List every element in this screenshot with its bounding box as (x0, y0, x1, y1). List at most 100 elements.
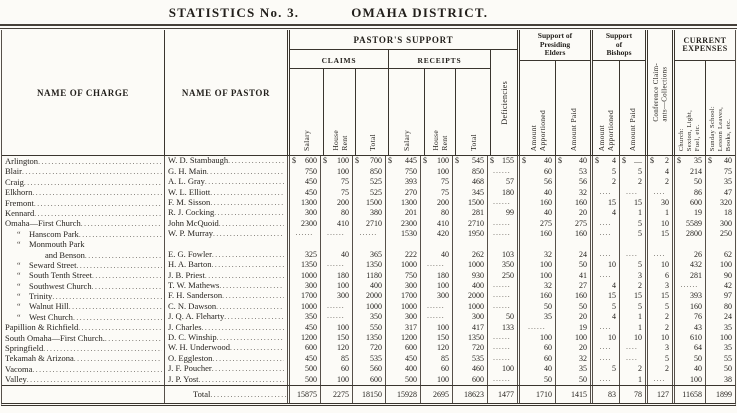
cell-bishops-paid: 1 (619, 374, 645, 385)
cell-value: 100 (437, 156, 449, 166)
cell-sunday-school: 42 (705, 280, 735, 292)
cell-claims-total: 350 (352, 311, 385, 323)
cell-church-expenses: 50 (672, 353, 705, 364)
dollar-sign: $ (490, 156, 494, 166)
cell-claims-salary: 600 (287, 343, 320, 354)
cell-elders-paid: 19 (555, 322, 590, 333)
cell-sunday-school: 320 (705, 197, 735, 208)
cell-claims-total: 850 (352, 166, 385, 177)
cell-elders-apportioned: 50 (517, 301, 555, 312)
cell-elders-paid: 160 (555, 197, 590, 208)
cell-bishops-paid: 2 (619, 363, 645, 375)
charge-name: South Tenth Street (29, 270, 92, 281)
pastor-name: J. B. Priest (168, 270, 205, 280)
cell-receipts-salary: 400 (385, 363, 420, 375)
cell-church-expenses: 19 (672, 207, 705, 219)
cell-claims-house-rent: ...... (320, 228, 352, 240)
cell-receipts-house-rent: 410 (420, 218, 452, 229)
cell-receipts-salary: 201 (385, 207, 420, 219)
cell-claims-total: 525 (352, 187, 385, 198)
cell-charge: Tekamah & Arizona (2, 353, 164, 363)
cell-claims-salary: 300 (287, 207, 320, 219)
cell-sunday-school: 97 (705, 291, 735, 302)
table-row: Papillion & RichfieldJ. Charles450100550… (2, 322, 735, 333)
cell-sunday-school: 80 (705, 301, 735, 312)
charge-name: Trinity (29, 291, 53, 302)
cell-pastor: W. D. Stambaugh (164, 156, 287, 167)
charge-name: Valley (5, 374, 27, 385)
cell-deficiencies: 50 (487, 311, 517, 323)
cell-value: 35 (694, 156, 702, 166)
cell-church-expenses: 160 (672, 301, 705, 312)
cell-elders-apportioned: 160 (517, 228, 555, 240)
cell-sunday-school: 38 (705, 374, 735, 385)
cell-claims-salary: 350 (287, 311, 320, 323)
charge-name: Southwest Church (29, 280, 92, 291)
cell-value: 40 (544, 156, 552, 166)
cell-receipts-salary: 222 (385, 239, 420, 260)
dollar-sign: $ (423, 156, 427, 166)
cell-value: 100 (337, 156, 349, 166)
cell-elders-apportioned: 275 (517, 218, 555, 229)
cell-elders-paid: 32 (555, 353, 590, 364)
table-row: FremontF. M. Sisson130020015001300200150… (2, 197, 735, 208)
cell-elders-paid: 56 (555, 176, 590, 188)
cell-claims-house-rent: 2275 (320, 385, 352, 403)
cell-deficiencies: ...... (487, 166, 517, 177)
header-claims-total: Total (355, 69, 388, 155)
cell-elders-apportioned: 32 (517, 280, 555, 292)
cell-pastor: W. H. Underwood (164, 343, 287, 354)
cell-deficiencies: 99 (487, 207, 517, 219)
cell-sunday-school: 35 (705, 176, 735, 188)
cell-receipts-total: $545 (452, 156, 487, 167)
cell-receipts-house-rent: 120 (420, 343, 452, 354)
cell-claims-total: 2710 (352, 218, 385, 229)
cell-deficiencies: $155 (487, 156, 517, 167)
cell-claims-salary: 300 (287, 280, 320, 292)
cell-pastor: John McQuoid (164, 218, 287, 229)
cell-bishops-apportioned: 10 (590, 259, 619, 271)
charge-name: Papillion & Richfield (5, 322, 79, 333)
cell-deficiencies: 350 (487, 259, 517, 271)
cell-deficiencies: 250 (487, 270, 517, 281)
cell-bishops-apportioned: .... (590, 187, 619, 198)
cell-bishops-apportioned: 83 (590, 385, 619, 403)
header-claims-house-rent: House Rent (323, 69, 355, 155)
pastor-name: John McQuoid (168, 218, 219, 228)
cell-pastor: O. Eggleston (164, 353, 287, 364)
header-bishops: Support of Bishops (593, 30, 645, 61)
pastor-name: W. L. Elliott (168, 187, 211, 197)
cell-elders-paid: 160 (555, 228, 590, 240)
header-group-claims: CLAIMS Salary House Rent Total (290, 50, 388, 155)
cell-sunday-school: 18 (705, 207, 735, 219)
cell-conference-collections: 127 (645, 385, 672, 403)
cell-receipts-house-rent: 100 (420, 322, 452, 333)
cell-conference-collections: 2 (645, 322, 672, 333)
cell-bishops-paid: .... (619, 343, 645, 354)
pastor-name: W. D. Stambaugh (168, 156, 229, 166)
cell-claims-total: 720 (352, 343, 385, 354)
page-title: STATISTICS No. 3. OMAHA DISTRICT. (0, 0, 697, 21)
charge-name: Springfield (5, 343, 44, 354)
cell-receipts-total: 281 (452, 207, 487, 219)
total-label-cell: Total (164, 385, 287, 403)
cell-claims-salary: ...... (287, 228, 320, 240)
cell-receipts-salary: 393 (385, 176, 420, 188)
cell-claims-total: 2000 (352, 291, 385, 302)
cell-receipts-total: 2710 (452, 218, 487, 229)
cell-claims-total: 365 (352, 239, 385, 260)
cell-elders-paid: 50 (555, 301, 590, 312)
cell-deficiencies: ...... (487, 291, 517, 302)
cell-conference-collections: 30 (645, 197, 672, 208)
cell-receipts-house-rent: $100 (420, 156, 452, 167)
cell-conference-collections: 5 (645, 353, 672, 364)
pastor-name: E. G. Fowler (168, 248, 212, 259)
dollar-sign: $ (708, 156, 712, 166)
pastor-name: F. M. Sisson (168, 197, 211, 207)
header-elders-paid: Amount Paid (555, 61, 590, 155)
pastor-name: D. C. Winship (168, 332, 217, 343)
cell-elders-apportioned: 60 (517, 343, 555, 354)
dollar-sign: $ (292, 156, 296, 166)
cell-bishops-paid: 5 (619, 218, 645, 229)
cell-elders-apportioned: ...... (517, 322, 555, 333)
